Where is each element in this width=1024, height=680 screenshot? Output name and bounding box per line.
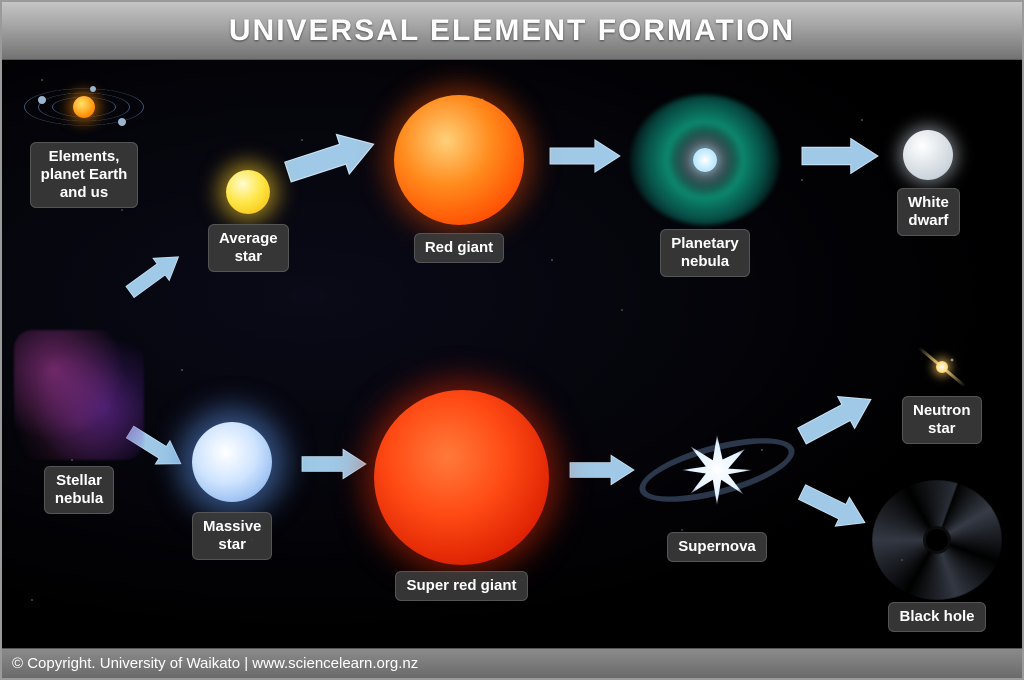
header-bar: UNIVERSAL ELEMENT FORMATION — [2, 2, 1022, 60]
node-red-giant: Red giant — [394, 95, 524, 263]
node-neutron-star: Neutron star — [902, 342, 982, 444]
label-red-giant: Red giant — [414, 233, 504, 263]
label-neutron-star: Neutron star — [902, 396, 982, 444]
node-super-red-giant: Super red giant — [374, 390, 549, 601]
label-supernova: Supernova — [667, 532, 767, 562]
solar-system-icon — [24, 72, 144, 142]
super-red-giant-icon — [374, 390, 549, 565]
label-super-red-giant: Super red giant — [395, 571, 527, 601]
node-massive-star: Massive star — [192, 422, 272, 560]
node-average-star: Average star — [208, 170, 289, 272]
copyright-text: © Copyright. University of Waikato | www… — [12, 655, 418, 672]
black-hole-icon — [872, 480, 1002, 600]
neutron-star-icon — [917, 342, 967, 392]
stellar-nebula-icon — [14, 330, 144, 460]
label-average-star: Average star — [208, 224, 289, 272]
average-star-icon — [226, 170, 270, 214]
node-black-hole: Black hole — [872, 480, 1002, 632]
label-white-dwarf: White dwarf — [897, 188, 960, 236]
label-stellar-nebula: Stellar nebula — [44, 466, 114, 514]
massive-star-icon — [192, 422, 272, 502]
page-title: UNIVERSAL ELEMENT FORMATION — [229, 14, 795, 48]
label-black-hole: Black hole — [888, 602, 985, 632]
label-elements-earth: Elements, planet Earth and us — [30, 142, 139, 208]
node-supernova: Supernova — [642, 410, 792, 562]
footer-bar: © Copyright. University of Waikato | www… — [2, 648, 1022, 678]
white-dwarf-icon — [903, 130, 953, 180]
node-stellar-nebula: Stellar nebula — [14, 330, 144, 514]
diagram-stage: Elements, planet Earth and us Stellar ne… — [2, 60, 1022, 650]
label-planetary-nebula: Planetary nebula — [660, 229, 750, 277]
label-massive-star: Massive star — [192, 512, 272, 560]
node-elements-earth: Elements, planet Earth and us — [24, 72, 144, 208]
planetary-nebula-icon — [630, 95, 780, 225]
red-giant-icon — [394, 95, 524, 225]
node-white-dwarf: White dwarf — [897, 130, 960, 236]
supernova-icon — [642, 410, 792, 530]
node-planetary-nebula: Planetary nebula — [630, 95, 780, 277]
